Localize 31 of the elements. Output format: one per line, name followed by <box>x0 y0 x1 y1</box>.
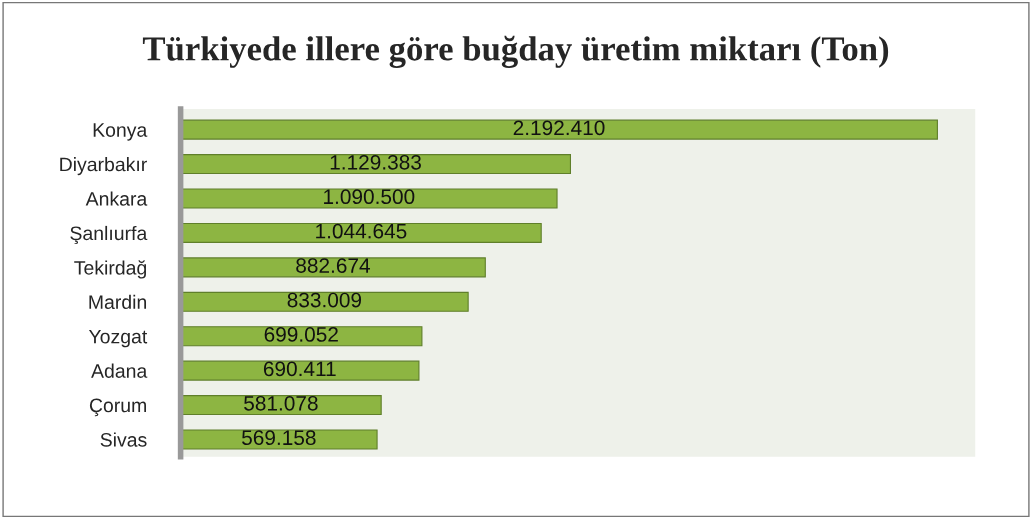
y-tick-label: Şanlıurfa <box>70 225 148 245</box>
data-label: 1.090.500 <box>324 189 415 205</box>
y-tick-label: Konya <box>93 123 148 141</box>
bar <box>180 188 558 209</box>
y-tick-label: Diyarbakır <box>60 157 147 176</box>
y-tick-label: Adana <box>91 363 148 378</box>
bar <box>180 291 469 312</box>
bar <box>180 395 382 416</box>
bar <box>180 222 542 243</box>
y-tick-label: Sivas <box>100 432 147 447</box>
data-label: 581.078 <box>244 395 318 411</box>
bar <box>180 360 420 381</box>
y-tick-label: Çorum <box>89 398 146 417</box>
data-label: 833.009 <box>287 292 362 308</box>
data-label: 1.129.383 <box>330 154 421 170</box>
bar <box>180 119 938 140</box>
bar <box>180 429 378 450</box>
bar <box>180 257 486 278</box>
bar <box>180 154 572 175</box>
y-tick-label: Yozgat <box>88 329 148 348</box>
data-label: 2.192.410 <box>513 120 605 136</box>
data-label: 690.411 <box>263 361 336 377</box>
data-label: 699.052 <box>264 327 338 342</box>
y-tick-label: Ankara <box>85 191 148 206</box>
data-label: 569.158 <box>242 430 316 446</box>
bar <box>180 326 423 347</box>
chart-title: Türkiyede illere göre buğday üretim miktarı (Ton) <box>142 35 889 68</box>
y-tick-label: Tekirdağ <box>74 260 147 279</box>
data-label: 1.044.645 <box>316 223 407 239</box>
y-tick-label: Mardin <box>89 294 147 310</box>
data-label: 882.674 <box>296 258 370 273</box>
